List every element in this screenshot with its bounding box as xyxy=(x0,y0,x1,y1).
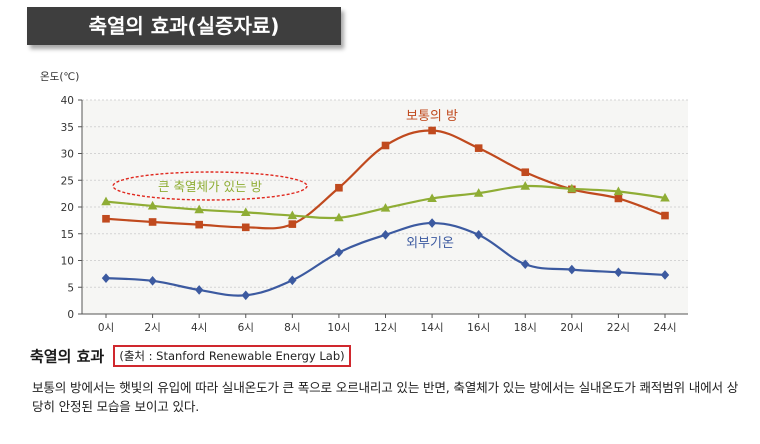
data-point-triangle xyxy=(567,183,577,193)
x-tick-label: 22시 xyxy=(607,322,630,334)
caption-source-box: (출처 : Stanford Renewable Energy Lab) xyxy=(113,345,351,367)
data-point-square xyxy=(148,218,157,226)
x-tick-label: 16시 xyxy=(467,322,490,334)
data-point-square xyxy=(381,141,390,150)
series-label-outdoor-temp: 외부기온 xyxy=(406,236,454,251)
y-tick-label: 15 xyxy=(61,229,74,241)
data-point-diamond xyxy=(194,285,204,295)
data-point-diamond xyxy=(660,270,670,280)
data-point-square xyxy=(614,194,623,203)
x-tick-label: 20시 xyxy=(560,322,583,334)
y-tick-label: 20 xyxy=(61,202,74,214)
data-point-triangle xyxy=(101,196,111,206)
data-point-square xyxy=(195,220,203,229)
y-tick-label: 30 xyxy=(61,149,74,161)
data-point-square xyxy=(661,211,669,220)
x-tick-label: 6시 xyxy=(238,322,254,334)
y-axis-label: 온도(℃) xyxy=(40,71,79,83)
page-title: 축열의 효과(실증자료) xyxy=(88,14,280,38)
data-point-diamond xyxy=(427,218,437,228)
data-point-square xyxy=(335,183,343,192)
x-tick-label: 8시 xyxy=(284,322,300,334)
data-point-triangle xyxy=(613,186,624,196)
data-point-triangle xyxy=(520,181,531,190)
caption-body: 보통의 방에서는 햇빛의 유입에 따라 실내온도가 큰 폭으로 오르내리고 있는… xyxy=(32,380,739,414)
caption-row: 축열의 효과 (출처 : Stanford Renewable Energy L… xyxy=(30,345,351,369)
series-label-normal-room: 보통의 방 xyxy=(406,109,458,124)
x-tick-label: 2시 xyxy=(144,322,160,334)
data-point-diamond xyxy=(148,276,157,286)
data-point-diamond xyxy=(474,230,483,240)
data-point-triangle xyxy=(287,210,298,220)
y-tick-label: 25 xyxy=(61,175,74,187)
data-point-triangle xyxy=(147,200,158,210)
data-point-square xyxy=(102,214,110,223)
y-tick-label: 35 xyxy=(61,122,74,134)
data-point-diamond xyxy=(241,290,250,301)
data-point-diamond xyxy=(567,264,577,275)
y-tick-label: 0 xyxy=(67,309,74,321)
x-tick-label: 4시 xyxy=(191,322,207,334)
data-point-diamond xyxy=(334,247,344,258)
x-tick-label: 24시 xyxy=(653,322,676,334)
y-tick-label: 40 xyxy=(61,95,74,107)
page-title-banner: 축열의 효과(실증자료) xyxy=(27,7,341,45)
temperature-line-chart: 0 5 10 15 20 25 30 35 40 온도(℃) 0시 2시 4시 6시 8시 10시 12시 14시… xyxy=(40,71,688,334)
data-point-triangle xyxy=(660,192,670,202)
data-point-triangle xyxy=(380,203,391,212)
data-point-triangle xyxy=(473,188,484,197)
data-point-diamond xyxy=(614,267,623,278)
x-tick-label: 0시 xyxy=(98,322,114,334)
x-tick-label: 10시 xyxy=(327,322,350,334)
y-tick-label: 10 xyxy=(61,256,74,268)
data-point-square xyxy=(474,144,483,152)
caption-title: 축열의 효과 xyxy=(30,347,105,366)
data-point-triangle xyxy=(334,212,344,222)
data-point-diamond xyxy=(381,230,390,240)
data-point-diamond xyxy=(101,273,111,283)
x-tick-label: 18시 xyxy=(514,322,537,334)
data-point-square xyxy=(521,168,530,177)
series-label-highlight-ellipse xyxy=(112,171,308,201)
data-point-square xyxy=(288,220,297,228)
data-point-square xyxy=(241,223,250,232)
data-point-diamond xyxy=(521,259,530,270)
x-tick-label: 14시 xyxy=(421,322,444,334)
data-point-triangle xyxy=(240,207,251,216)
data-point-triangle xyxy=(194,204,204,214)
x-tick-label: 12시 xyxy=(374,322,397,334)
data-point-square xyxy=(428,126,436,135)
y-tick-label: 5 xyxy=(67,282,74,294)
data-point-triangle xyxy=(427,193,437,203)
data-point-diamond xyxy=(288,275,297,286)
series-label-thermal-mass-room: 큰 축열체가 있는 방 xyxy=(158,179,262,194)
